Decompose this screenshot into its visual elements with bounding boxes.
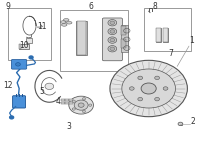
Bar (65, 99, 69, 101)
Text: 9: 9 (6, 2, 11, 11)
Ellipse shape (66, 21, 72, 24)
Circle shape (69, 96, 93, 114)
Circle shape (72, 100, 75, 102)
Bar (65, 102, 69, 104)
Circle shape (122, 69, 175, 108)
Circle shape (82, 98, 86, 100)
Bar (61, 99, 65, 101)
Circle shape (16, 63, 20, 66)
Circle shape (10, 116, 14, 119)
Text: 10: 10 (19, 41, 28, 50)
Bar (163, 28, 168, 42)
Circle shape (138, 97, 143, 101)
Bar (61, 102, 65, 104)
Circle shape (110, 30, 115, 33)
Bar (121, 26, 126, 35)
Circle shape (110, 21, 115, 25)
Bar (156, 28, 161, 42)
Circle shape (138, 76, 143, 80)
Circle shape (155, 76, 159, 80)
Circle shape (108, 46, 117, 52)
Bar (121, 39, 126, 48)
Circle shape (110, 60, 187, 117)
Circle shape (29, 56, 33, 59)
Circle shape (108, 20, 117, 26)
Text: 2: 2 (191, 117, 196, 126)
Text: 8: 8 (152, 2, 157, 11)
Text: 6: 6 (89, 2, 94, 11)
Bar (156, 28, 161, 42)
Circle shape (108, 37, 117, 43)
Circle shape (89, 104, 92, 106)
Bar (19, 44, 29, 50)
Circle shape (155, 97, 159, 101)
Circle shape (78, 103, 84, 107)
Text: 5: 5 (39, 87, 44, 96)
Text: 1: 1 (189, 36, 194, 45)
Bar (144, 8, 191, 51)
Circle shape (108, 28, 117, 35)
Bar (69, 102, 73, 104)
Circle shape (141, 83, 156, 94)
Circle shape (74, 100, 88, 110)
Circle shape (129, 87, 134, 90)
Circle shape (163, 87, 168, 90)
Bar (69, 99, 73, 101)
FancyBboxPatch shape (11, 59, 27, 69)
Text: 11: 11 (38, 22, 47, 31)
Text: 12: 12 (3, 81, 13, 90)
Text: 4: 4 (56, 97, 61, 106)
FancyBboxPatch shape (13, 96, 26, 108)
Bar (76, 21, 87, 55)
Bar (163, 28, 168, 42)
Bar (19, 44, 21, 49)
Circle shape (178, 122, 183, 126)
Bar (26, 38, 32, 42)
Circle shape (72, 108, 75, 110)
Text: 7: 7 (168, 49, 173, 58)
Ellipse shape (61, 24, 67, 26)
Bar (8, 8, 51, 60)
Bar (60, 10, 128, 71)
Ellipse shape (63, 19, 69, 21)
Circle shape (45, 83, 54, 90)
Circle shape (110, 38, 115, 42)
Text: 3: 3 (67, 122, 72, 131)
Ellipse shape (60, 21, 66, 23)
Circle shape (82, 110, 86, 113)
Bar (77, 21, 86, 55)
FancyBboxPatch shape (102, 18, 122, 61)
Circle shape (110, 47, 115, 51)
Bar (121, 25, 128, 52)
